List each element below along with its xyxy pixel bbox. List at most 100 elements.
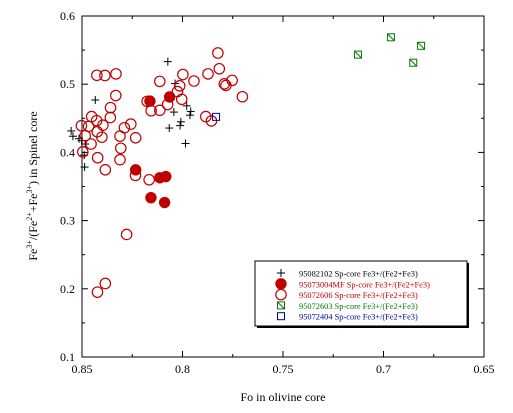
series-4 [212,112,221,121]
open-circle-marker [114,142,127,155]
series-3 [353,33,426,67]
open-circle-marker [99,277,112,290]
y-tick-label: 0.4 [60,145,75,159]
data-point [218,78,231,90]
data-point [181,139,190,148]
data-point [91,125,104,138]
y-axis-label-part: ) in Spinel core [26,111,40,185]
open-circle-marker [212,47,224,59]
square-marker [277,312,285,321]
data-point [188,75,200,87]
data-point [182,101,191,110]
x-tick-labels: 0.85 0.8 0.75 0.7 0.65 [72,362,495,376]
open-circle-marker [99,69,111,82]
data-point [169,108,178,117]
data-point [176,117,185,126]
legend-label: 95082102 Sp-core Fe3+/(Fe2+Fe3) [299,270,418,279]
data-point [160,170,172,183]
data-point [226,74,238,87]
y-tick-label: 0.2 [60,282,75,296]
data-point [104,111,117,124]
open-circle-marker [109,89,122,102]
open-circle-marker [236,90,249,103]
open-circle-marker [143,173,155,186]
data-point [177,68,189,81]
legend-label: 95072404 Sp-core Fe3+/(Fe2+Fe3) [299,313,418,322]
data-point [158,196,171,209]
data-point [153,75,166,88]
square-marker-cross [354,50,362,59]
data-point [114,153,126,166]
legend-marker [277,301,285,310]
data-point [163,91,176,103]
data-point [213,62,226,75]
open-circle-marker [175,93,188,106]
data-point [185,111,194,120]
data-point [77,146,89,158]
data-point [205,115,218,127]
open-circle-marker [153,104,166,117]
data-point [353,50,362,59]
y-axis-label-part: /(Fe [26,221,40,240]
data-point [202,68,214,80]
data-point [386,33,395,42]
open-circle-marker [161,98,174,111]
square-marker-cross [387,33,395,42]
open-circle-marker [104,111,117,124]
data-point [129,169,142,182]
axis-ticks [81,15,485,358]
filled-circle-marker [158,196,171,209]
legend-entry: 95073004MF Sp-core Fe3+/(Fe2+Fe3) [275,278,430,290]
data-point [153,104,166,117]
legend-box-shadow-bottom [257,326,469,328]
data-point [110,68,122,80]
data-point [67,126,76,135]
open-circle-marker [77,146,89,158]
open-circle-marker [188,75,200,87]
data-point [186,107,195,116]
open-circle-marker [91,286,104,298]
data-point [163,57,172,66]
open-circle-marker [79,129,92,142]
filled-circle-marker [145,191,157,204]
open-circle-marker [129,132,142,144]
data-point [80,163,89,172]
y-tick-label: 0.6 [60,9,75,23]
y-axis-label-superscript: 2+ [25,212,34,221]
open-circle-marker [99,163,112,176]
open-circle-marker [226,74,238,87]
legend: 95082102 Sp-core Fe3+/(Fe2+Fe3)95073004M… [254,260,469,328]
data-point [212,47,224,59]
y-axis-label-part: +Fe [26,194,40,213]
y-axis-label-part: Fe [26,249,40,261]
legend-label: 95073004MF Sp-core Fe3+/(Fe2+Fe3) [299,280,430,289]
data-point [118,121,131,134]
square-marker-cross [277,301,285,310]
data-point [114,142,127,155]
square-marker [409,58,418,67]
open-circle-marker [153,75,166,88]
open-circle-marker [125,118,137,130]
legend-marker [275,278,287,290]
x-tick-label: 0.65 [474,362,495,376]
open-circle-marker [120,228,133,241]
square-marker [417,41,426,50]
open-circle-marker [91,151,104,164]
open-circle-marker [145,104,157,117]
data-point [165,124,174,133]
x-tick-label: 0.8 [175,362,190,376]
data-point [143,173,155,186]
legend-marker [275,288,287,301]
open-circle-marker [118,121,131,134]
data-point [85,138,97,150]
data-point [99,163,112,176]
y-tick-label: 0.3 [60,214,75,228]
legend-entry: 95072606 Sp-core Fe3+/(Fe2+Fe3) [275,288,418,301]
y-axis-label-superscript: 3+ [25,185,34,194]
square-marker [212,112,221,121]
square-marker-cross [417,41,425,50]
data-point [173,80,186,92]
open-circle-marker [85,138,97,150]
data-point [129,132,142,144]
